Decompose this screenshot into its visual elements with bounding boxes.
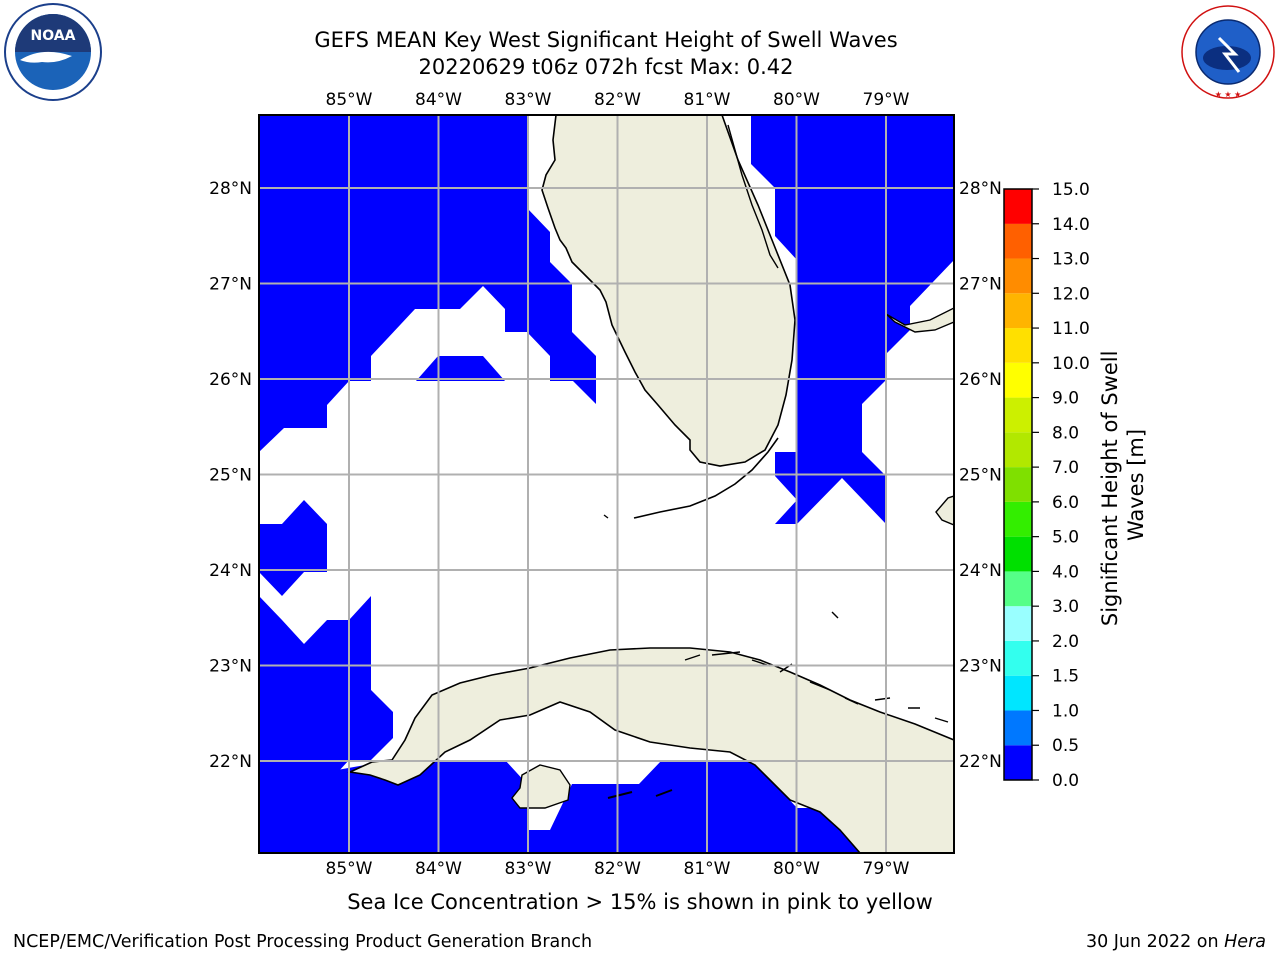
lon-tick-label: 82°W — [594, 859, 641, 879]
lat-tick-label: 28°N — [209, 179, 252, 199]
colorbar-bin — [1004, 745, 1032, 780]
colorbar-tick-label: 1.5 — [1052, 667, 1079, 687]
colorbar-bin — [1004, 710, 1032, 746]
colorbar-tick-label: 6.0 — [1052, 493, 1079, 513]
nws-logo: ★ ★ ★ — [1181, 5, 1275, 99]
lat-tick-label: 27°N — [209, 275, 252, 295]
lon-tick-label: 79°W — [863, 859, 910, 879]
colorbar-bin — [1004, 189, 1032, 224]
colorbar-tick-label: 5.0 — [1052, 528, 1079, 548]
colorbar: 15.0 14.0 13.0 12.0 11.0 10.0 9.0 8.0 7.0 6.0 5.0 4… — [1003, 180, 1090, 791]
colorbar-bin — [1004, 501, 1032, 537]
colorbar-frame — [1003, 188, 1033, 781]
lat-tick-label: 23°N — [959, 657, 1002, 677]
colorbar-bin — [1004, 258, 1032, 294]
colorbar-bin — [1004, 293, 1032, 329]
colorbar-tick-label: 9.0 — [1052, 389, 1079, 409]
lat-tick-label: 26°N — [209, 370, 252, 390]
lat-tick-label: 28°N — [959, 179, 1002, 199]
graticule — [259, 115, 954, 853]
colorbar-bin — [1004, 606, 1032, 641]
lat-tick-label: 25°N — [209, 466, 252, 486]
lon-tick-label: 80°W — [773, 90, 820, 110]
colorbar-tick-label: 15.0 — [1052, 180, 1090, 200]
lon-tick-label: 80°W — [773, 859, 820, 879]
land-cuba — [347, 647, 954, 853]
colorbar-tick-label: 13.0 — [1052, 250, 1090, 270]
lon-tick-label: 85°W — [326, 859, 373, 879]
colorbar-tick-label: 8.0 — [1052, 423, 1079, 443]
colorbar-tick-label: 12.0 — [1052, 284, 1090, 304]
colorbar-tick-label: 11.0 — [1052, 319, 1090, 339]
colorbar-tick-label: 7.0 — [1052, 458, 1079, 478]
credit-branch: NCEP/EMC/Verification Post Processing Pr… — [13, 932, 593, 952]
credit-date: 30 Jun 2022 on Hera — [1086, 932, 1266, 952]
lat-tick-label: 22°N — [209, 752, 252, 772]
land-isla-juventud — [511, 764, 571, 809]
colorbar-bin — [1004, 640, 1032, 676]
svg-text:NOAA: NOAA — [31, 28, 76, 44]
colorbar-tick-label: 4.0 — [1052, 562, 1079, 582]
lat-tick-label: 27°N — [959, 275, 1002, 295]
colorbar-bin — [1004, 675, 1032, 711]
colorbar-bin — [1004, 432, 1032, 468]
lon-tick-label: 83°W — [505, 90, 552, 110]
lon-tick-label: 79°W — [863, 90, 910, 110]
colorbar-bin — [1004, 571, 1032, 607]
cuba-cays — [684, 651, 949, 723]
colorbar-bin — [1004, 328, 1032, 363]
colorbar-bin — [1004, 397, 1032, 433]
credit-host: Hera — [1224, 932, 1266, 952]
svg-text:★ ★ ★: ★ ★ ★ — [1215, 90, 1242, 99]
lon-tick-label: 85°W — [326, 90, 373, 110]
lon-tick-label: 82°W — [594, 90, 641, 110]
lat-tick-label: 25°N — [959, 466, 1002, 486]
colorbar-tick-label: 3.0 — [1052, 597, 1079, 617]
lat-tick-label: 24°N — [959, 561, 1002, 581]
land-bahamas-north — [885, 307, 954, 333]
colorbar-tick-label: 1.0 — [1052, 701, 1079, 721]
lat-tick-label: 26°N — [959, 370, 1002, 390]
chart-subtitle: 20220629 t06z 072h fcst Max: 0.42 — [418, 55, 794, 79]
colorbar-tick-label: 14.0 — [1052, 215, 1090, 235]
colorbar-tick-label: 0.0 — [1052, 771, 1079, 791]
florida-keys — [633, 437, 779, 519]
colorbar-label: Significant Height of Swell Waves [m] — [1098, 344, 1148, 626]
credit-date-text: 30 Jun 2022 on — [1085, 932, 1225, 952]
lat-tick-label: 24°N — [209, 561, 252, 581]
swell-height-field — [259, 115, 954, 853]
colorbar-tick-label: 2.0 — [1052, 632, 1079, 652]
chart-title: GEFS MEAN Key West Significant Height of… — [314, 28, 898, 52]
colorbar-bin — [1004, 467, 1032, 502]
map-frame — [258, 114, 955, 854]
colorbar-tick-label: 10.0 — [1052, 354, 1090, 374]
colorbar-bin — [1004, 223, 1032, 259]
colorbar-tick-label: 0.5 — [1052, 736, 1079, 756]
lon-tick-label: 84°W — [415, 859, 462, 879]
lon-tick-label: 84°W — [415, 90, 462, 110]
lon-tick-label: 81°W — [684, 90, 731, 110]
sea-ice-note: Sea Ice Concentration > 15% is shown in … — [347, 890, 933, 914]
lon-tick-label: 81°W — [684, 859, 731, 879]
colorbar-bin — [1004, 536, 1032, 572]
land-andros — [935, 495, 954, 526]
lat-tick-label: 23°N — [209, 657, 252, 677]
noaa-logo: NOAA — [4, 3, 102, 101]
lon-tick-label: 83°W — [505, 859, 552, 879]
lat-tick-label: 22°N — [959, 752, 1002, 772]
colorbar-bin — [1004, 362, 1032, 398]
